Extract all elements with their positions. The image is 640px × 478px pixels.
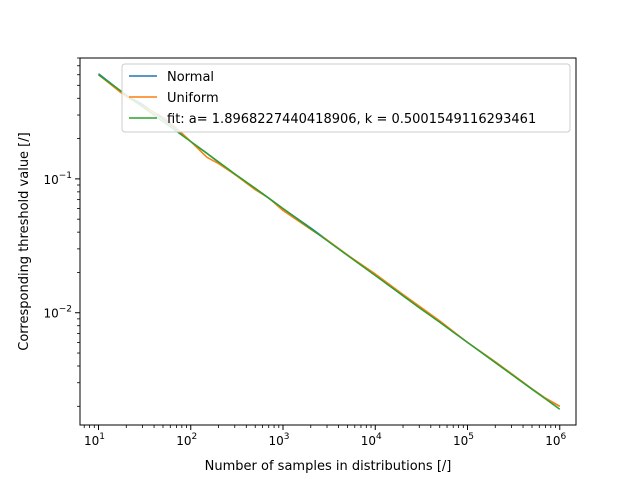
legend-label-0: Normal [167, 70, 214, 85]
y-tick-label-0: 10−2 [43, 305, 72, 321]
x-tick-label-2-exponent: 3 [284, 432, 290, 442]
x-axis-label: Number of samples in distributions [/] [205, 459, 452, 474]
x-tick-label-0: 101 [84, 432, 105, 448]
x-tick-label-2-base: 10 [269, 434, 284, 448]
y-tick-label-0-base: 10 [43, 307, 58, 321]
legend-box [121, 63, 571, 133]
y-tick-label-1-base: 10 [43, 173, 58, 187]
x-tick-label-1: 102 [176, 432, 197, 448]
x-tick-label-2: 103 [269, 432, 290, 448]
x-tick-label-4-exponent: 5 [468, 432, 474, 442]
x-tick-label-5-base: 10 [545, 434, 560, 448]
y-tick-label-0-exponent: −2 [59, 305, 72, 315]
x-tick-label-0-exponent: 1 [99, 432, 105, 442]
y-axis-label: Corresponding threshold value [/] [17, 132, 32, 350]
x-tick-label-3-exponent: 4 [376, 432, 382, 442]
plot-frame [79, 57, 577, 426]
x-tick-label-4: 105 [453, 432, 474, 448]
legend: Normal Uniform fit: a= 1.8968227440418906,… [121, 63, 571, 133]
x-tick-label-3: 104 [361, 432, 382, 448]
x-tick-label-5: 106 [545, 432, 566, 448]
series-line-2 [98, 74, 561, 410]
x-tick-label-3-base: 10 [361, 434, 376, 448]
y-tick-label-1-exponent: −1 [59, 171, 72, 181]
x-tick-label-1-base: 10 [176, 434, 191, 448]
y-tick-label-1: 10−1 [43, 171, 72, 187]
x-tick-label-0-base: 10 [84, 434, 99, 448]
legend-label-1: Uniform [167, 91, 219, 106]
legend-label-2: fit: a= 1.8968227440418906, k = 0.500154… [167, 112, 536, 127]
x-tick-label-1-exponent: 2 [192, 432, 198, 442]
x-tick-label-5-exponent: 6 [561, 432, 567, 442]
x-tick-label-4-base: 10 [453, 434, 468, 448]
